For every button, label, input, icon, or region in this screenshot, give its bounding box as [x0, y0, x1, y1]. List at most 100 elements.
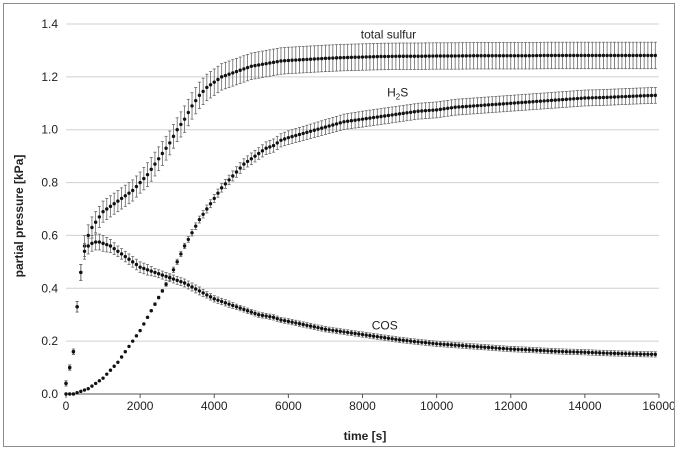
data-point	[149, 167, 153, 172]
data-point	[305, 57, 309, 62]
data-point	[138, 180, 142, 185]
data-point	[468, 104, 472, 108]
data-point	[275, 59, 279, 64]
data-point	[509, 54, 513, 58]
data-point	[134, 262, 139, 267]
data-point	[509, 347, 513, 351]
data-point	[279, 59, 283, 63]
data-point	[527, 348, 531, 352]
data-point	[416, 340, 420, 344]
data-point	[308, 129, 313, 133]
data-point	[431, 108, 435, 112]
data-point	[572, 350, 576, 354]
data-point	[134, 334, 139, 338]
data-point	[171, 134, 176, 139]
data-point	[505, 347, 509, 351]
data-point	[105, 207, 109, 211]
data-point	[179, 122, 183, 127]
data-point	[194, 287, 198, 291]
data-point	[598, 351, 602, 355]
data-point	[623, 53, 628, 58]
data-point	[249, 64, 254, 68]
data-point	[179, 279, 183, 284]
x-tick-label: 12000	[494, 399, 528, 413]
x-tick-label: 6000	[275, 399, 302, 413]
data-point	[182, 117, 187, 121]
data-point	[223, 73, 228, 78]
data-point	[475, 54, 480, 58]
data-point	[449, 343, 454, 347]
data-point	[153, 162, 157, 166]
data-point	[68, 365, 72, 370]
series-total	[64, 41, 657, 387]
data-point	[483, 103, 487, 107]
data-point	[486, 54, 491, 58]
data-point	[479, 345, 483, 349]
data-point	[271, 143, 276, 148]
data-point	[242, 162, 246, 166]
data-point	[316, 57, 320, 61]
data-point	[375, 334, 380, 339]
data-point	[160, 289, 165, 293]
data-point	[416, 54, 420, 58]
x-tick-label: 14000	[568, 399, 602, 413]
data-point	[434, 342, 439, 346]
data-point	[71, 392, 76, 396]
data-point	[138, 328, 142, 333]
data-point	[397, 112, 402, 116]
data-point	[453, 105, 457, 109]
data-point	[245, 159, 250, 164]
data-point	[179, 252, 183, 256]
data-point	[249, 157, 254, 161]
data-point	[642, 352, 646, 356]
series-cos	[64, 233, 657, 387]
data-point	[464, 344, 468, 348]
data-point	[275, 141, 279, 145]
data-point	[164, 282, 168, 287]
data-point	[568, 97, 572, 101]
data-point	[171, 277, 176, 281]
data-point	[516, 347, 520, 352]
data-point	[227, 178, 231, 182]
data-point	[642, 53, 646, 58]
data-point	[453, 54, 457, 58]
data-point	[182, 281, 187, 285]
data-point	[208, 295, 213, 299]
chart-svg: 0.0 0.2 0.4 0.6 0.8 1.0 1.2 1.4 0 2000 4000 6000 800…	[12, 17, 676, 443]
data-point	[316, 325, 320, 330]
data-point	[119, 196, 124, 201]
data-point	[116, 360, 120, 364]
data-point	[549, 53, 554, 58]
data-point	[553, 53, 557, 58]
y-tick-label: 0.4	[41, 281, 58, 295]
data-point	[490, 346, 494, 350]
y-axis-title: partial pressure [kPa]	[12, 155, 26, 278]
data-point	[471, 104, 476, 108]
data-point	[360, 332, 365, 337]
data-point	[579, 53, 583, 58]
x-tick-label: 8000	[349, 399, 376, 413]
data-point	[201, 212, 205, 216]
y-tick-label: 1.2	[41, 70, 58, 84]
data-point	[527, 100, 531, 104]
data-point	[394, 337, 398, 341]
data-point	[490, 102, 494, 107]
data-point	[453, 343, 457, 347]
data-point	[560, 53, 565, 58]
data-point	[208, 202, 213, 206]
data-point	[483, 345, 487, 349]
data-point	[116, 199, 120, 203]
data-point	[97, 379, 102, 383]
data-point	[427, 341, 431, 345]
data-point	[168, 276, 172, 280]
data-point	[471, 344, 476, 349]
data-point	[101, 209, 105, 214]
data-point	[364, 55, 368, 59]
data-point	[520, 54, 524, 58]
data-point	[201, 89, 205, 94]
data-point	[386, 54, 391, 59]
data-point	[349, 119, 354, 123]
data-point	[509, 101, 513, 105]
data-point	[219, 75, 224, 79]
data-point	[186, 237, 191, 242]
